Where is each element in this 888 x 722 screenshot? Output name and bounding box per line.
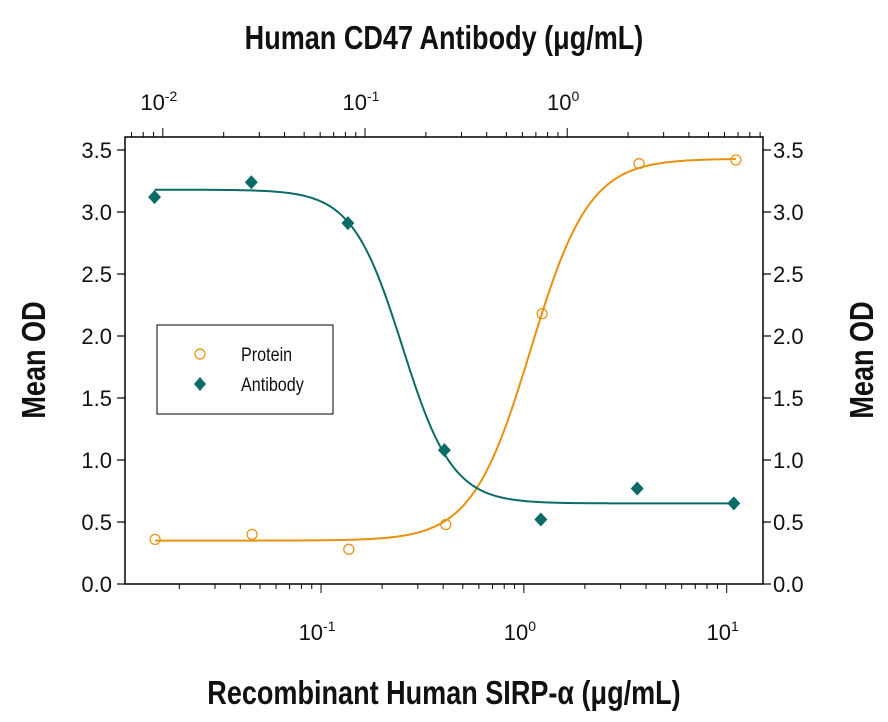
legend-antibody-label: Antibody — [241, 374, 304, 396]
left-axis-tick-label: 2.0 — [81, 324, 112, 349]
antibody-data-point — [341, 216, 355, 231]
antibody-data-point — [534, 512, 548, 527]
antibody-data-point — [727, 496, 741, 511]
right-axis-tick-label: 1.5 — [773, 386, 804, 411]
right-axis-tick-label: 3.0 — [773, 200, 804, 225]
protein-data-point — [633, 158, 645, 170]
protein-data-point — [536, 308, 548, 320]
left-axis-tick-label: 1.0 — [81, 448, 112, 473]
protein-fit-curve — [155, 158, 736, 542]
legend-protein-marker — [194, 348, 206, 360]
protein-data-point — [440, 518, 452, 531]
antibody-data-point — [630, 481, 644, 496]
bottom-axis-tick-label: 10-1 — [299, 618, 336, 645]
legend-box — [156, 324, 334, 415]
bottom-axis-title: Recombinant Human SIRP-α (μg/mL) — [207, 676, 680, 712]
top-axis-tick-label: 10-2 — [140, 88, 177, 115]
antibody-data-point — [437, 443, 451, 458]
legend: Protein Antibody — [156, 324, 334, 415]
antibody-data-point — [148, 190, 162, 205]
left-axis-tick-label: 3.5 — [81, 138, 112, 163]
right-axis-tick-label: 0.0 — [773, 572, 804, 597]
plot-frame — [124, 136, 764, 585]
top-axis-title: Human CD47 Antibody (μg/mL) — [245, 21, 644, 57]
top-axis-tick-label: 10-1 — [343, 88, 380, 115]
right-axis-tick-label: 1.0 — [773, 448, 804, 473]
right-axis-tick-label: 2.0 — [773, 324, 804, 349]
right-axis-tick-label: 0.5 — [773, 510, 804, 535]
top-axis-tick-label: 100 — [547, 88, 579, 115]
right-axis-title: Mean OD — [845, 301, 881, 418]
bottom-axis-tick-label: 101 — [707, 618, 739, 645]
left-axis-tick-label: 0.0 — [81, 572, 112, 597]
antibody-data-point — [244, 175, 258, 190]
legend-antibody-marker — [194, 377, 206, 391]
right-axis-tick-label: 3.5 — [773, 138, 804, 163]
left-axis-title: Mean OD — [17, 301, 53, 418]
right-axis-tick-label: 2.5 — [773, 262, 804, 287]
left-axis-tick-label: 3.0 — [81, 200, 112, 225]
legend-protein-label: Protein — [241, 344, 292, 366]
protein-data-point — [730, 154, 742, 166]
protein-data-point — [149, 533, 161, 545]
protein-data-point — [343, 543, 355, 555]
left-axis-tick-label: 2.5 — [81, 262, 112, 287]
left-axis-tick-label: 1.5 — [81, 386, 112, 411]
protein-data-point — [246, 528, 258, 541]
left-axis-tick-label: 0.5 — [81, 510, 112, 535]
bottom-axis-tick-label: 100 — [504, 618, 536, 645]
